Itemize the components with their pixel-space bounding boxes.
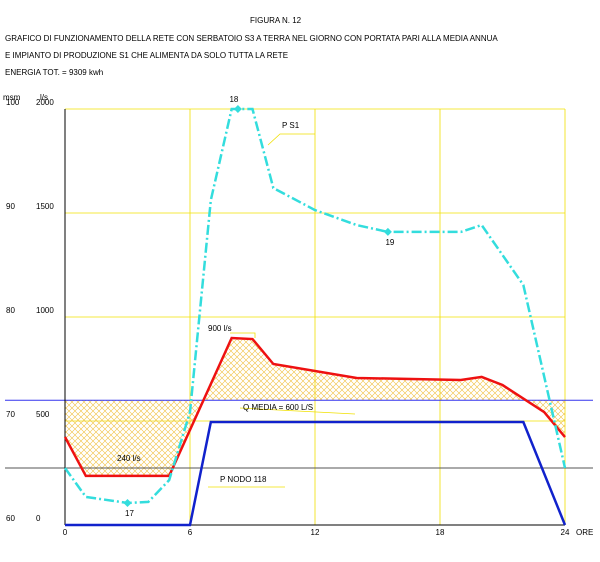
chart-title: FIGURA N. 12 <box>250 16 302 25</box>
subtitle: GRAFICO DI FUNZIONAMENTO DELLA RETE CON … <box>5 34 498 43</box>
leader-line <box>267 133 315 146</box>
hatched-area <box>65 338 565 476</box>
y2-tick-label: 70 <box>6 410 15 419</box>
y-tick-label: 2000 <box>36 98 54 107</box>
point-marker <box>123 498 132 507</box>
x-tick-label: 12 <box>311 528 320 537</box>
leader-line <box>239 407 356 415</box>
y2-tick-label: 90 <box>6 202 15 211</box>
point-marker <box>233 105 242 113</box>
annotation: 240 l/s <box>117 454 141 463</box>
annotation: 900 l/s <box>208 324 232 333</box>
subtitle: ENERGIA TOT. = 9309 kwh <box>5 68 103 77</box>
subtitle: E IMPIANTO DI PRODUZIONE S1 CHE ALIMENTA… <box>5 51 288 60</box>
y-tick-label: 1500 <box>36 202 54 211</box>
series-line <box>65 420 567 527</box>
x-tick-label: 6 <box>188 528 193 537</box>
y-tick-label: 0 <box>36 514 41 523</box>
point-label: 17 <box>125 509 134 518</box>
y-axis-label: l/s <box>40 93 48 102</box>
y2-axis-label: msm <box>3 93 21 102</box>
series-label: P NODO 118 <box>220 475 267 484</box>
x-tick-label: 18 <box>436 528 445 537</box>
y2-tick-label: 100 <box>6 98 20 107</box>
series-line <box>63 107 567 505</box>
y2-tick-label: 80 <box>6 306 15 315</box>
leader-line <box>230 332 256 338</box>
y-tick-label: 1000 <box>36 306 54 315</box>
series-label: P S1 <box>282 121 300 130</box>
y-tick-label: 500 <box>36 410 50 419</box>
point-marker <box>383 227 392 236</box>
x-axis-label: ORE <box>576 528 593 537</box>
reference-label: Q MEDIA = 600 L/S <box>243 403 313 412</box>
x-tick-label: 0 <box>63 528 68 537</box>
y2-tick-label: 60 <box>6 514 15 523</box>
point-label: 19 <box>385 238 394 247</box>
x-tick-label: 24 <box>561 528 570 537</box>
point-label: 18 <box>229 95 238 104</box>
series-line <box>63 336 566 478</box>
